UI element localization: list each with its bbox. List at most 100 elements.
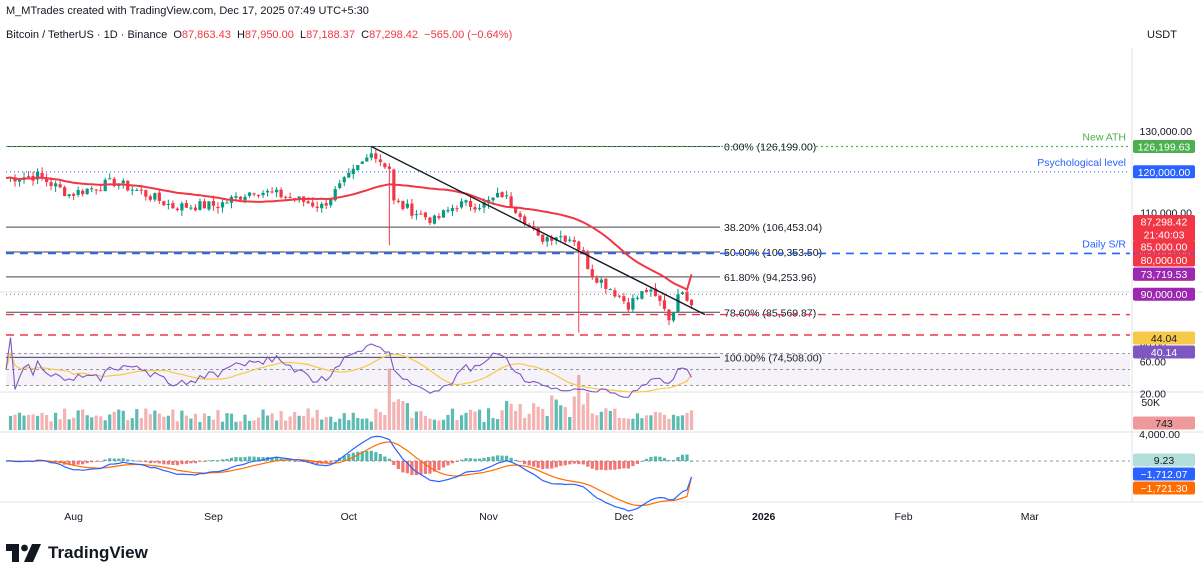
candle-body [374,153,378,159]
candle-body [428,217,432,224]
volume-bar [441,419,446,430]
volume-badge-text: 743 [1155,418,1173,430]
macd-histogram-bar [405,461,409,474]
volume-bar [428,418,432,430]
candle-body [568,239,572,241]
candle-body [306,201,310,204]
volume-bar [559,405,563,430]
candle-body [581,250,585,254]
candle-body [216,206,220,209]
volume-bar [94,415,98,430]
volume-bar [284,420,288,430]
volume-bar [171,409,175,430]
volume-bar [175,421,179,430]
candle-body [121,180,125,184]
volume-bar [261,409,265,430]
rsi-ma-badge-text: 44.04 [1151,333,1177,345]
volume-bar [410,417,414,430]
candle-body [54,183,58,187]
price-badge [1133,253,1195,267]
macd-histogram-bar [432,461,437,472]
macd-histogram-bar [414,461,419,476]
volume-bar [220,421,225,430]
volume-bar [279,411,283,430]
macd-histogram-bar [568,461,572,465]
volume-bar [275,420,279,430]
level-label: New ATH [1082,132,1126,144]
rsi-ma-badge [1133,331,1195,345]
price-badge [1133,140,1195,154]
candle-body [347,172,351,178]
candle-body [414,214,419,216]
volume-bar [329,416,333,430]
macd-histogram-bar [207,460,211,462]
macd-histogram-bar [581,461,585,465]
macd-histogram-bar [505,455,509,461]
candle-body [667,309,671,321]
candle-body [130,189,134,191]
candle-body [450,208,455,212]
macd-histogram-bar [67,461,71,466]
candle-body [153,193,157,200]
volume-bar [446,414,450,430]
level-label: Daily S/R [1082,238,1126,250]
volume-bar [432,419,437,430]
macd-histogram-bar [572,461,576,464]
macd-histogram-bar [608,461,612,470]
macd-histogram-bar [333,460,337,461]
volume-bar [599,411,603,430]
candle-body [604,278,608,289]
candle-body [49,182,53,187]
level-lines: 0.00% (126,199.00) 38.20% (106,453.04) 50.… [6,132,1130,364]
candle-body [234,196,238,198]
candle-body [658,295,662,301]
chart-canvas[interactable]: 0.00% (126,199.00) 38.20% (106,453.04) 50.… [0,0,1203,540]
volume-bar [211,419,216,430]
candle-body [631,298,635,310]
macd-histogram-bar [126,459,130,461]
volume-bar [509,403,513,430]
macd-histogram-bar [175,461,179,466]
volume-bar [356,417,360,430]
rsi-badge-text: 40.14 [1151,347,1177,359]
candle-body [365,157,369,162]
volume-bar [184,415,188,430]
volume-bar [450,408,455,430]
volume-bar [338,418,342,430]
volume-bar [419,410,423,430]
volume-bar [85,415,89,430]
volume-bar [302,415,306,430]
volume-bar [333,421,337,430]
volume-bar [103,420,107,430]
volume-bar [288,416,292,430]
macd-histogram-bar [329,461,333,463]
macd-histogram-bar [509,457,513,461]
candle-body [112,178,116,187]
volume-bar [613,408,617,430]
candle-body [40,172,44,178]
price-badge [1133,267,1195,281]
candle-body [90,188,94,190]
candle-body [671,312,676,321]
change-value: −565.00 (−0.64%) [424,29,513,41]
candle-body [58,184,62,188]
candle-body [329,199,333,206]
candle-body [198,201,202,210]
volume-bar [58,419,62,430]
symbol-title[interactable]: Bitcoin / TetherUS · 1D · Binance [6,29,168,41]
macd-histogram-bar [238,457,243,461]
volume-bar [26,415,31,430]
volume-bar [198,421,202,430]
candle-body [207,201,211,210]
candle-body [265,190,270,193]
macd-badge-text: −1,712.07 [1140,469,1187,481]
macd-histogram-bar [662,457,667,461]
tradingview-logo[interactable]: TradingView [6,541,148,565]
volume-bar [680,415,685,430]
candle-body [162,201,166,206]
macd-histogram-bar [649,456,653,461]
macd-histogram-bar [640,460,644,462]
candle-body [184,203,188,208]
macd-histogram-bar [378,454,382,461]
volume-bar [622,418,626,430]
